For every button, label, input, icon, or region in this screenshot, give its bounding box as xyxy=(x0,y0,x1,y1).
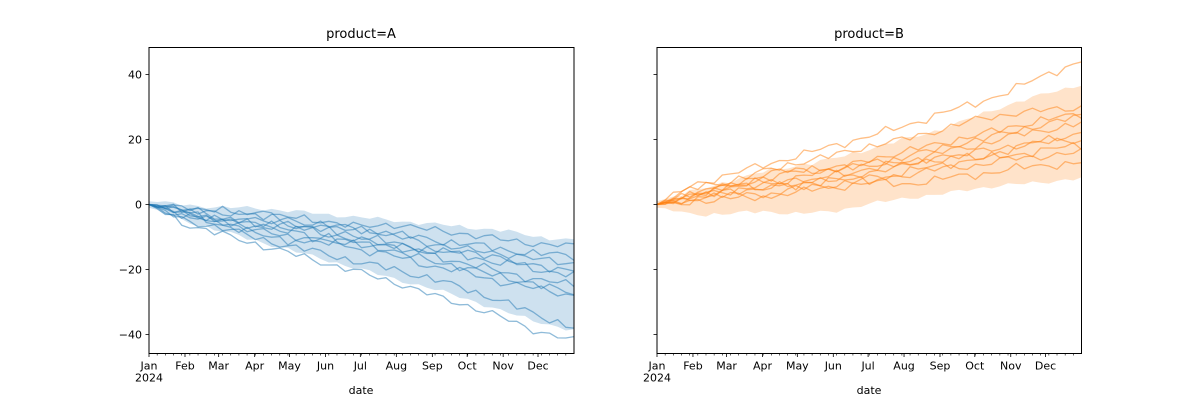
series-line-walk-1 xyxy=(149,203,574,248)
x-tick-label: Dec xyxy=(1035,360,1056,373)
plot-area xyxy=(149,201,574,339)
x-tick-label: Sep xyxy=(422,360,443,373)
x-tick-label: Oct xyxy=(458,360,478,373)
y-tick-label: −40 xyxy=(119,328,142,341)
x-tick-label: Aug xyxy=(386,360,407,373)
x-year-label: 2024 xyxy=(135,372,163,385)
x-tick-label: Jun xyxy=(316,360,334,373)
facet-a-title: product=A xyxy=(326,27,396,42)
x-tick-label: May xyxy=(278,360,301,373)
series-line-walk-8 xyxy=(149,203,574,297)
y-tick-label: 40 xyxy=(128,68,142,81)
x-tick-label: May xyxy=(786,360,809,373)
x-tick-label: Jan xyxy=(140,360,158,373)
series-line-walk-2 xyxy=(149,203,574,262)
x-tick-label: Oct xyxy=(965,360,985,373)
series-line-walk-1 xyxy=(657,160,1082,206)
x-tick-label: Dec xyxy=(527,360,548,373)
y-tick-label: 0 xyxy=(135,198,142,211)
x-tick-label: Apr xyxy=(753,360,773,373)
series-envelope-band xyxy=(657,85,1082,217)
facet-b-xaxis-label: date xyxy=(856,384,882,397)
facet-b-title: product=B xyxy=(834,27,904,42)
series-line-walk-5 xyxy=(657,131,1082,206)
series-line-walk-7 xyxy=(149,203,574,296)
x-tick-label: Jan xyxy=(648,360,666,373)
x-tick-label: Jul xyxy=(353,360,367,373)
x-tick-label: Apr xyxy=(245,360,265,373)
x-year-label: 2024 xyxy=(643,372,671,385)
x-tick-label: Nov xyxy=(1000,360,1022,373)
series-line-walk-9 xyxy=(149,203,574,329)
series-line-walk-4 xyxy=(149,203,574,273)
x-tick-label: Mar xyxy=(716,360,737,373)
x-tick-label: Mar xyxy=(208,360,229,373)
y-tick-label: −20 xyxy=(119,263,142,276)
x-tick-label: Feb xyxy=(175,360,194,373)
series-line-walk-8 xyxy=(657,113,1082,206)
series-line-walk-3 xyxy=(657,141,1082,206)
series-line-walk-4 xyxy=(657,137,1082,206)
x-tick-label: Jun xyxy=(824,360,842,373)
y-tick-label: 20 xyxy=(128,133,142,146)
series-line-walk-10 xyxy=(149,203,574,339)
series-line-walk-5 xyxy=(149,203,574,278)
x-tick-label: Jul xyxy=(860,360,874,373)
facet-a-xaxis-label: date xyxy=(348,384,374,397)
series-line-walk-10 xyxy=(657,61,1082,206)
x-tick-label: Nov xyxy=(492,360,514,373)
x-tick-label: Sep xyxy=(930,360,951,373)
x-tick-label: Aug xyxy=(893,360,914,373)
series-line-walk-6 xyxy=(149,203,574,288)
x-tick-label: Feb xyxy=(683,360,702,373)
series-line-walk-9 xyxy=(657,105,1082,206)
series-line-walk-3 xyxy=(149,203,574,266)
plot-area xyxy=(657,61,1082,217)
